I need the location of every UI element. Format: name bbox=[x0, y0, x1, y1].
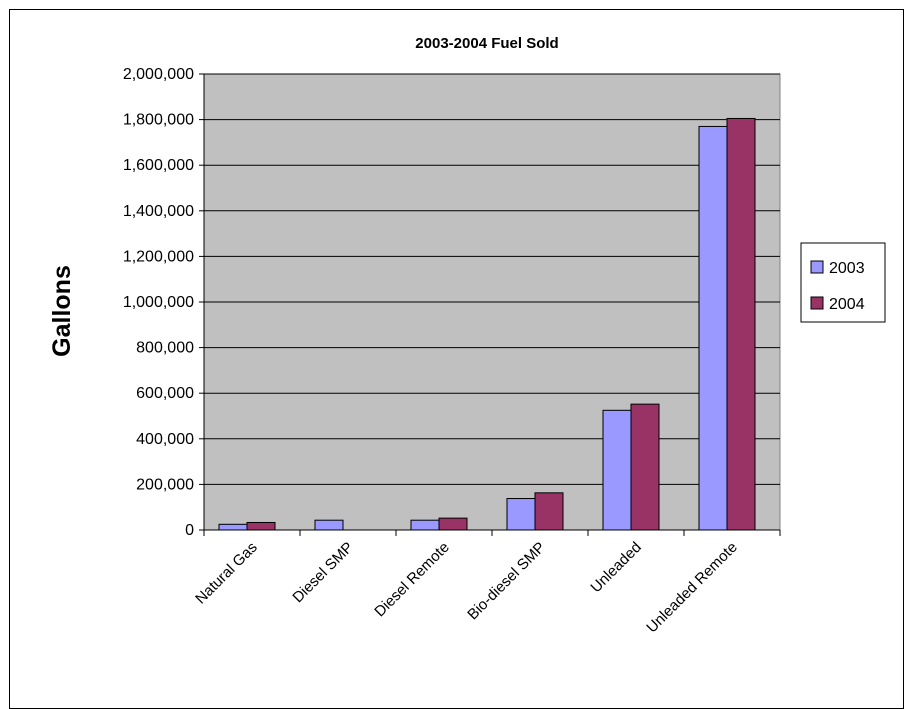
bar-2003-5 bbox=[698, 125, 728, 531]
y-tick-label: 1,000,000 bbox=[123, 294, 194, 311]
bar-2003-0 bbox=[218, 523, 248, 531]
bar-2004-3 bbox=[534, 492, 564, 531]
legend-swatch-2003 bbox=[810, 260, 824, 274]
legend-entry-2003: 2003 bbox=[829, 260, 865, 277]
x-tick-label: Diesel SMP bbox=[289, 539, 356, 606]
bar-chart: 2003-2004 Fuel Sold Gallons 0 200,000 400,… bbox=[48, 35, 886, 637]
bar-2003-3 bbox=[506, 498, 536, 531]
bar-2003-2 bbox=[410, 519, 440, 531]
y-tick-label: 1,200,000 bbox=[123, 248, 194, 265]
y-tick-label: 1,400,000 bbox=[123, 203, 194, 220]
y-tick-label: 200,000 bbox=[136, 476, 194, 493]
y-tick-label: 600,000 bbox=[136, 385, 194, 402]
chart-title: 2003-2004 Fuel Sold bbox=[415, 35, 558, 52]
x-tick-label: Unleaded Remote bbox=[643, 539, 741, 637]
legend: 2003 2004 bbox=[800, 242, 886, 323]
y-tick-label: 2,000,000 bbox=[123, 66, 194, 83]
x-tick-label: Natural Gas bbox=[192, 539, 261, 608]
y-tick-label: 1,800,000 bbox=[123, 112, 194, 129]
bar-2004-4 bbox=[630, 403, 660, 531]
y-tick-label: 1,600,000 bbox=[123, 157, 194, 174]
x-tick-label: Bio-diesel SMP bbox=[464, 539, 549, 624]
bar-2003-1 bbox=[314, 519, 344, 531]
y-tick-label: 0 bbox=[185, 522, 194, 539]
legend-entry-2004: 2004 bbox=[829, 296, 865, 313]
bar-2004-0 bbox=[246, 521, 276, 531]
y-tick-label: 800,000 bbox=[136, 340, 194, 357]
x-tick-label: Diesel Remote bbox=[371, 539, 453, 621]
bar-2004-2 bbox=[438, 517, 468, 531]
y-tick-label: 400,000 bbox=[136, 431, 194, 448]
legend-swatch-2004 bbox=[810, 296, 824, 310]
bar-2004-5 bbox=[726, 117, 756, 531]
bar-2003-4 bbox=[602, 409, 632, 531]
y-axis-title: Gallons bbox=[48, 265, 76, 357]
plot-area: 0 200,000 400,000 600,000 800,000 1,000,000 1,… bbox=[123, 66, 781, 637]
x-tick-label: Unleaded bbox=[587, 539, 644, 596]
